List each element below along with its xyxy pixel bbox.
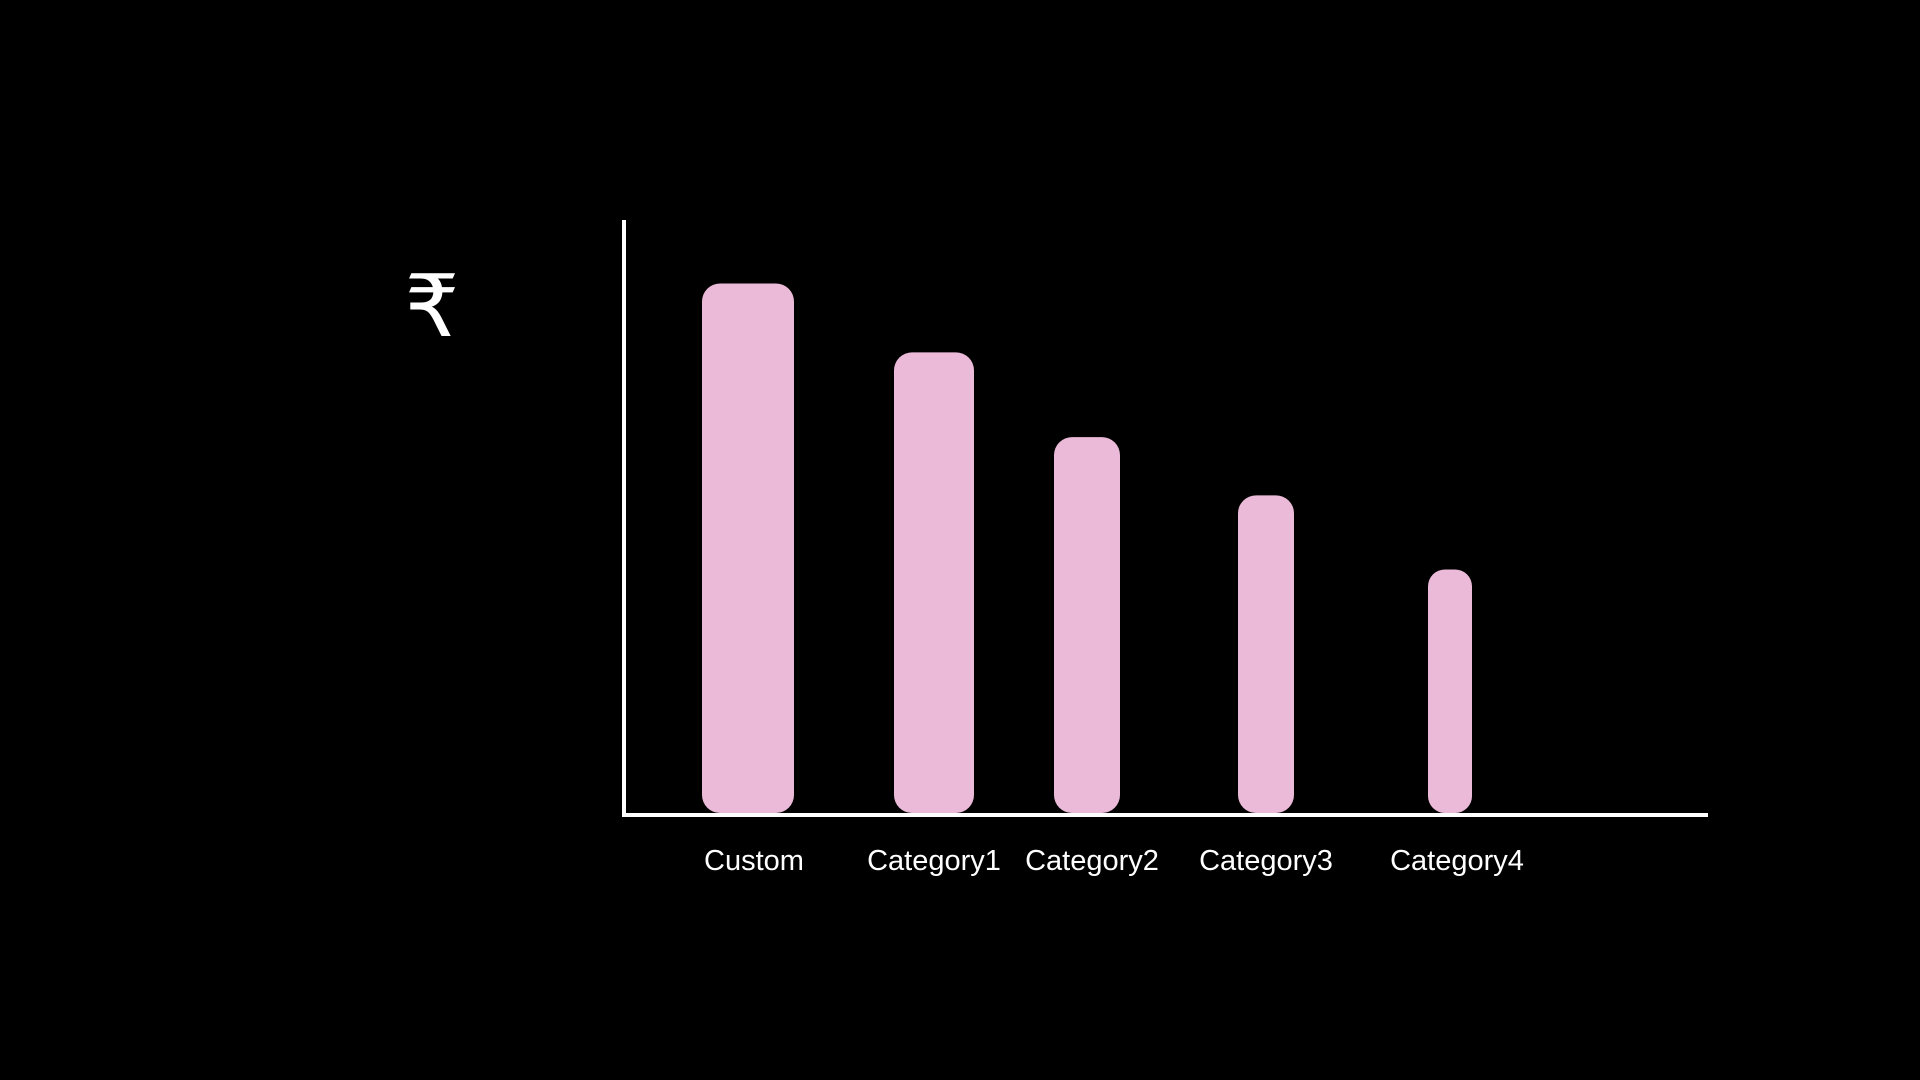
x-tick-label-category1: Category1 (867, 845, 1001, 877)
x-tick-label-category3: Category3 (1199, 845, 1333, 877)
x-tick-label-category4: Category4 (1390, 845, 1524, 877)
bars-group (702, 283, 1472, 813)
x-tick-label-custom: Custom (704, 845, 804, 877)
x-tick-label-category2: Category2 (1025, 845, 1159, 877)
bar-category3 (1238, 495, 1294, 813)
bar-category1 (894, 352, 974, 813)
bar-custom (702, 283, 794, 813)
category-labels-group: Custom Category1 Category2 Category3 Categor… (704, 845, 1524, 877)
y-axis-label: ₹ (405, 257, 460, 357)
bar-category4 (1428, 569, 1472, 813)
bar-category2 (1054, 437, 1120, 813)
